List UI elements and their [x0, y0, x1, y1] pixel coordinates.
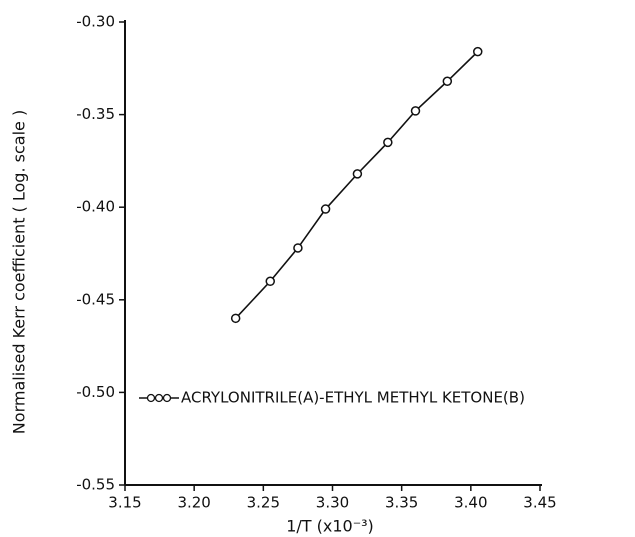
y-axis-label: Normalised Kerr coefficient ( Log. scale…	[10, 110, 29, 434]
x-tick-label: 3.20	[177, 494, 210, 512]
data-point	[383, 137, 393, 148]
y-tick-label: -0.30	[76, 13, 115, 31]
legend-marker	[146, 393, 156, 403]
x-tick-label: 3.25	[247, 494, 280, 512]
x-tick-label: 3.30	[316, 494, 349, 512]
data-point	[442, 76, 453, 87]
data-point	[320, 204, 331, 214]
y-tick-label: -0.35	[76, 105, 115, 123]
data-point	[293, 243, 303, 253]
data-point	[473, 46, 483, 57]
x-tick-label: 3.35	[385, 494, 418, 512]
data-point	[230, 313, 241, 324]
x-tick-label: 3.15	[108, 494, 141, 512]
data-point	[410, 106, 421, 116]
legend-label: ACRYLONITRILE(A)-ETHYL METHYL KETONE(B)	[181, 389, 525, 407]
legend-marker	[162, 393, 172, 403]
x-axis-label: 1/T (x10⁻³)	[286, 517, 374, 536]
x-tick-label: 3.40	[454, 494, 487, 512]
y-tick-label: -0.55	[76, 476, 115, 494]
y-tick-label: -0.40	[76, 198, 115, 216]
y-tick-label: -0.45	[76, 290, 115, 308]
data-point	[265, 276, 275, 287]
data-point	[352, 169, 363, 179]
legend-marker	[154, 393, 164, 403]
y-tick-label: -0.50	[76, 383, 115, 401]
x-tick-label: 3.45	[523, 494, 556, 512]
